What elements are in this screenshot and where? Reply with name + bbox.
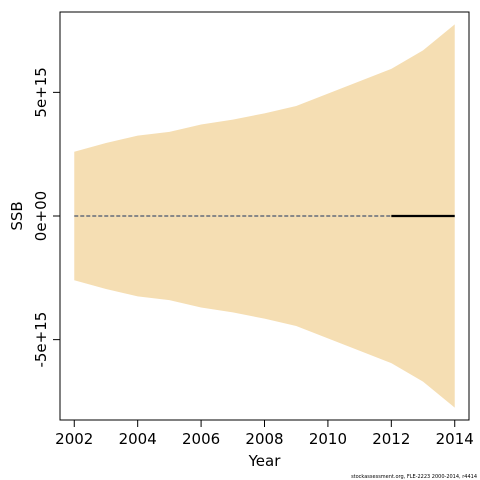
x-axis: 2002 2004 2006 2008 2010 2012 2014 <box>55 420 474 448</box>
x-tick-label: 2012 <box>372 430 410 448</box>
x-tick-label: 2006 <box>182 430 220 448</box>
y-tick-label: 0e+00 <box>32 191 50 241</box>
x-tick-label: 2008 <box>245 430 283 448</box>
x-tick-label: 2002 <box>55 430 93 448</box>
x-tick-label: 2004 <box>119 430 157 448</box>
x-axis-title: Year <box>248 452 282 470</box>
footnote: stockassessment.org, FLE-2223 2000-2014,… <box>351 474 477 480</box>
x-tick-label: 2010 <box>309 430 347 448</box>
y-tick-label: 5e+15 <box>32 67 50 117</box>
x-tick-label: 2014 <box>436 430 474 448</box>
y-axis-title: SSB <box>8 201 26 230</box>
y-tick-label: -5e+15 <box>32 312 50 368</box>
confidence-band <box>74 24 455 408</box>
y-axis: -5e+15 0e+00 5e+15 <box>32 67 60 368</box>
